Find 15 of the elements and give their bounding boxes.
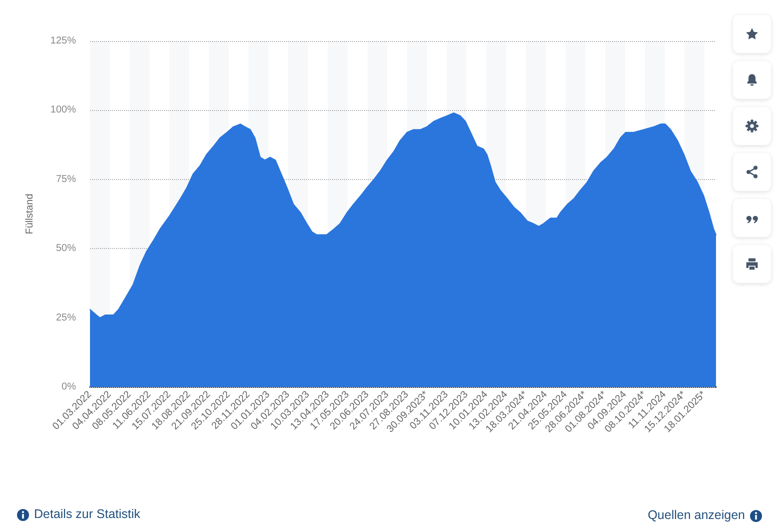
y-tick-label: 75% — [56, 174, 76, 185]
y-tick-label: 125% — [50, 36, 76, 46]
y-axis-title: Füllstand — [24, 194, 36, 234]
settings-button[interactable] — [733, 107, 771, 145]
y-tick-label: 0% — [62, 382, 76, 392]
print-button[interactable] — [733, 245, 771, 283]
star-button[interactable] — [733, 15, 771, 53]
bell-button[interactable] — [733, 61, 771, 99]
y-tick-label: 25% — [56, 312, 76, 324]
y-tick-label: 50% — [56, 243, 76, 254]
quote-button[interactable] — [733, 199, 771, 237]
share-button[interactable] — [733, 153, 771, 191]
source-note: Quellen anzeigen — [648, 508, 745, 523]
text: Details zur Statistik — [34, 507, 140, 522]
y-tick-label: 100% — [50, 104, 76, 116]
